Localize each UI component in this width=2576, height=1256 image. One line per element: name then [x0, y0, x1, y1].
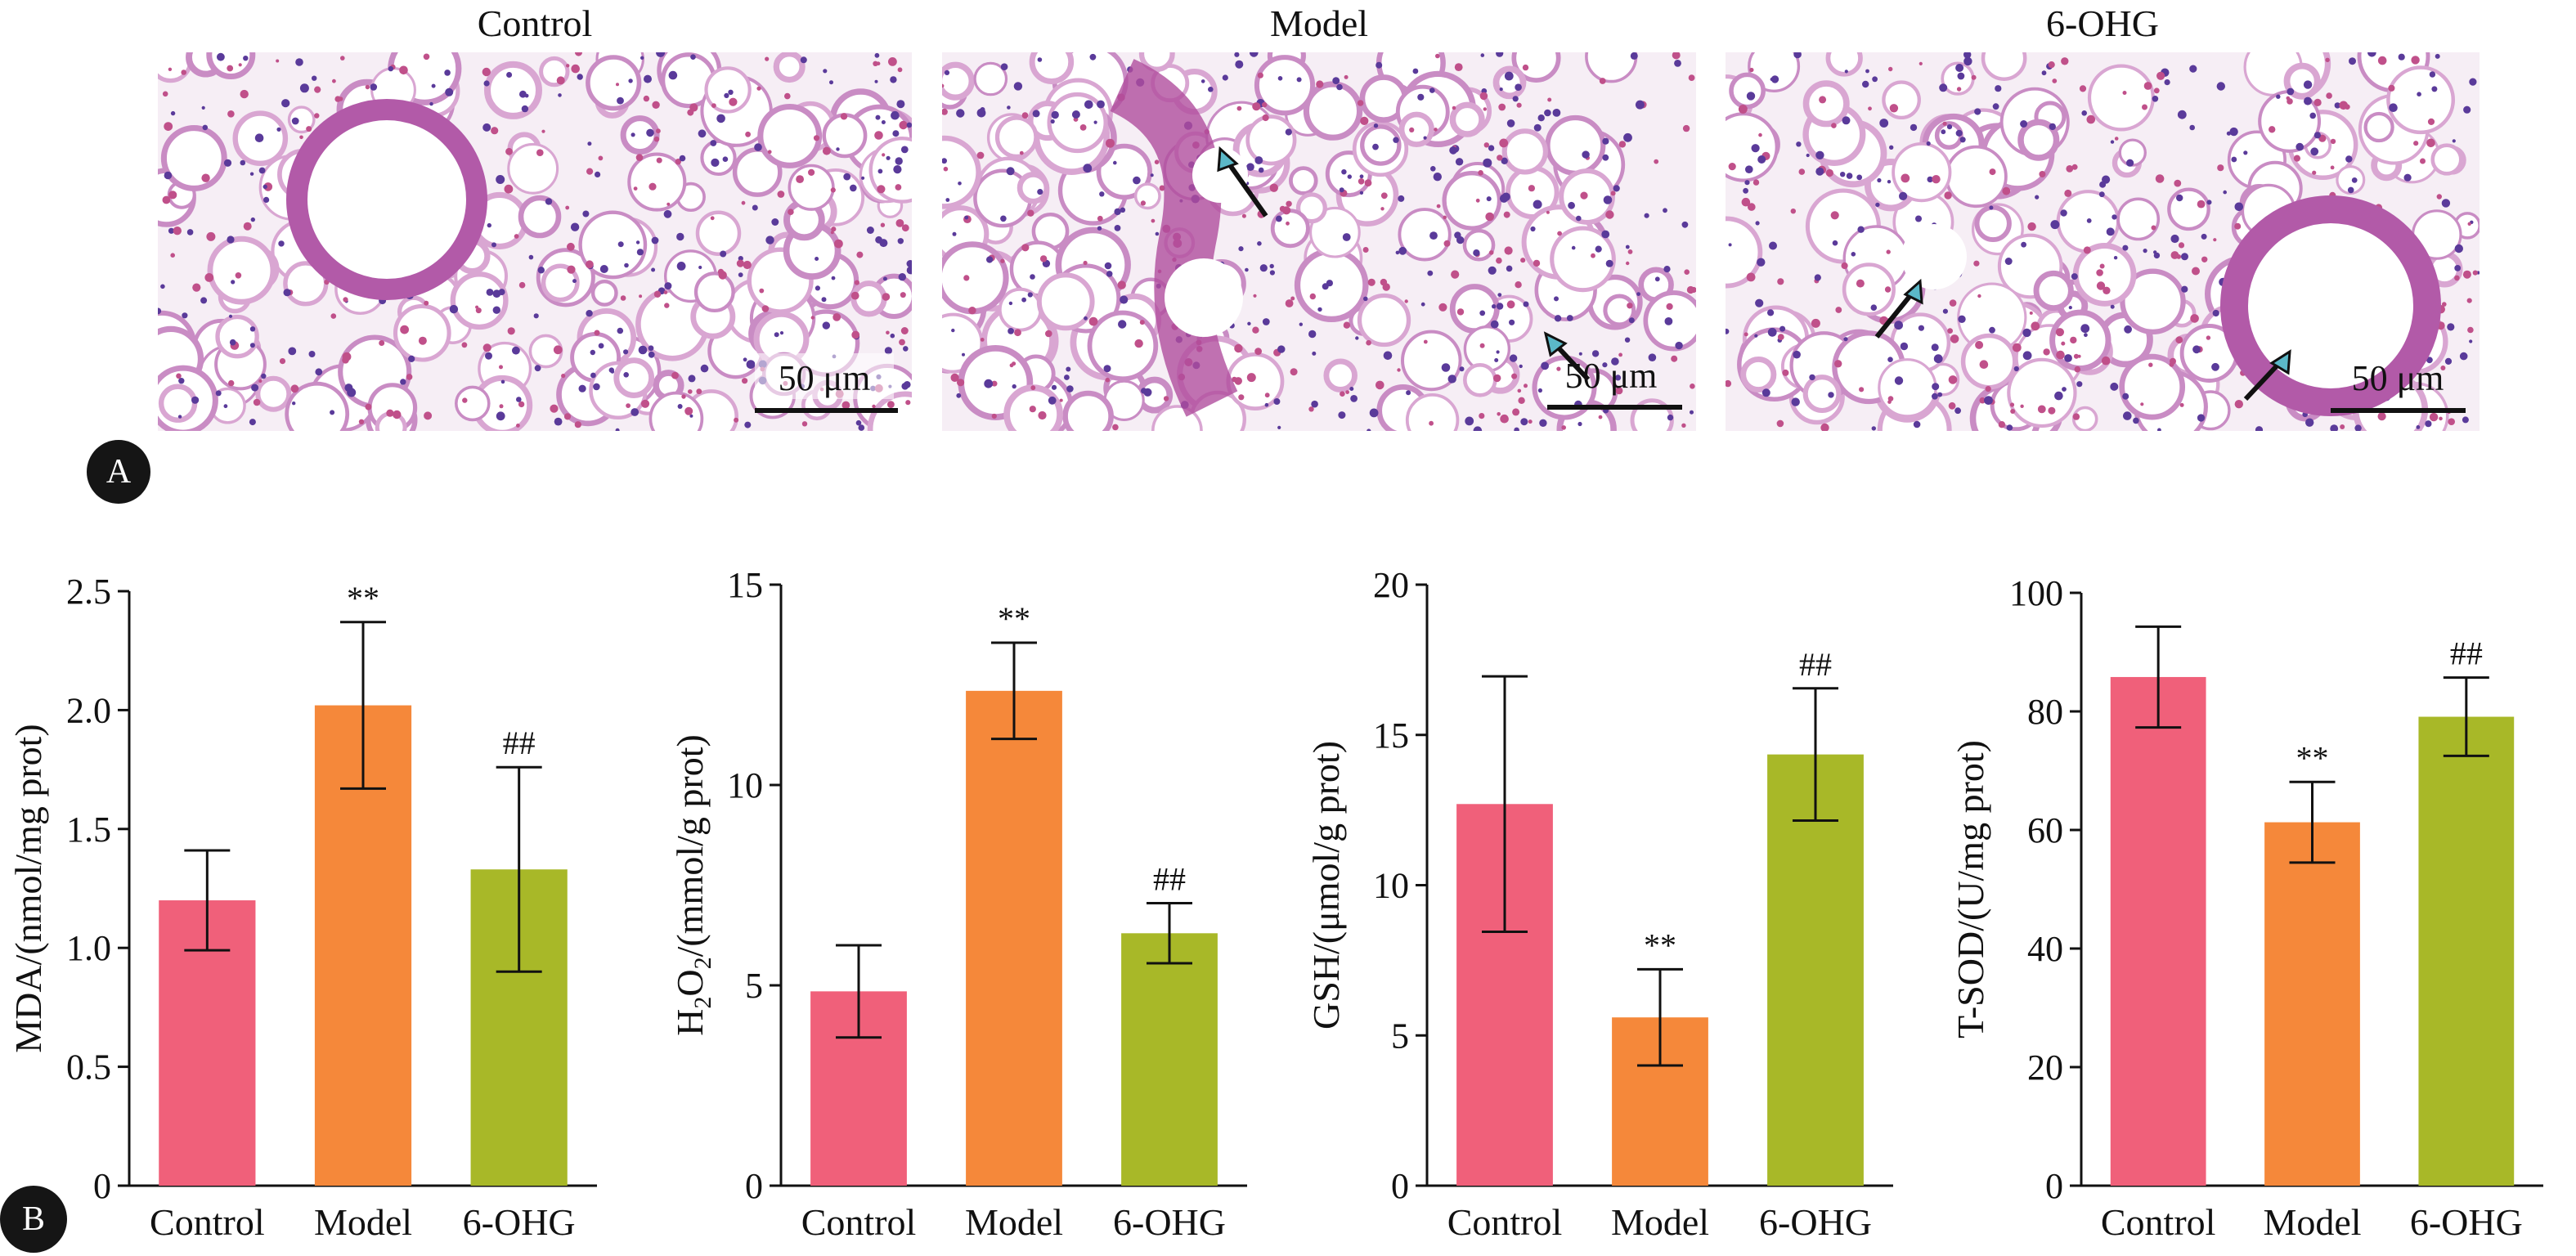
y-axis-label-subscript: 2 [689, 957, 716, 969]
image-title-6ohg: 6-OHG [2046, 2, 2159, 44]
y-tick-label: 15 [727, 565, 763, 605]
micrograph-model: 50 μm [942, 52, 1696, 431]
bar-model [2264, 822, 2360, 1186]
y-tick-label: 20 [1373, 565, 1409, 605]
significance-label: ** [347, 580, 379, 617]
panel-letter-a: A [87, 440, 150, 504]
y-axis-label: H2O2/(mmol/g prot) [669, 734, 716, 1036]
bronchiole-lumen [286, 99, 487, 300]
chart-1: 0 0.5 1.0 1.5 2.0 2.5 MDA/(nmol/mg prot) Contro… [7, 572, 597, 1243]
y-tick-label: 0 [745, 1166, 763, 1206]
significance-label: ** [2296, 739, 2329, 776]
y-tick-label: 0 [93, 1166, 111, 1206]
image-title-model: Model [1269, 2, 1369, 44]
x-tick-label: 6-OHG [463, 1201, 576, 1243]
bronchiole-lumen [2220, 195, 2441, 416]
chart-4: 0 20 40 60 80 100 T-SOD/(U/mg prot) Control ** Mo… [1950, 573, 2543, 1243]
y-tick-label: 10 [727, 765, 763, 805]
y-tick-label: 10 [1373, 866, 1409, 906]
y-tick-label: 80 [2027, 692, 2063, 732]
y-axis-label: GSH/(μmol/g prot) [1305, 741, 1347, 1029]
bar-6-ohg [1121, 933, 1218, 1186]
bar-6-ohg [1767, 754, 1864, 1186]
y-tick-label: 100 [2009, 573, 2063, 613]
x-tick-label: Control [801, 1201, 917, 1243]
significance-label: ## [1153, 861, 1186, 898]
x-tick-label: Model [965, 1201, 1063, 1243]
image-title-control: Control [477, 2, 593, 44]
bar-control [2110, 676, 2206, 1186]
y-tick-label: 2.5 [66, 572, 111, 612]
y-axis-label: T-SOD/(U/mg prot) [1950, 740, 1991, 1038]
x-tick-label: 6-OHG [1759, 1201, 1872, 1243]
scale-bar-label: 50 μm [1565, 356, 1658, 396]
panel-letter-b: B [0, 1186, 67, 1253]
scale-bar-label: 50 μm [779, 358, 871, 398]
x-tick-label: 6-OHG [2410, 1201, 2523, 1243]
y-tick-label: 60 [2027, 810, 2063, 850]
significance-label: ## [1799, 646, 1832, 683]
x-tick-label: Control [2101, 1201, 2216, 1243]
arrow-marker-1 [1222, 155, 1268, 218]
micrograph-6ohg: 50 μm [1726, 52, 2480, 431]
chart-3: 0 5 10 15 20 GSH/(μmol/g prot) Control ** Model #… [1305, 565, 1893, 1243]
x-tick-label: Model [314, 1201, 412, 1243]
y-axis-label-part: H [669, 1009, 711, 1036]
micrograph-model-texture: 50 μm [942, 52, 1696, 431]
y-tick-label: 5 [1391, 1016, 1409, 1056]
x-tick-label: Control [150, 1201, 265, 1243]
y-tick-label: 5 [745, 966, 763, 1006]
significance-label: ** [1644, 926, 1676, 963]
y-axis-label-part: O [669, 969, 711, 996]
y-axis-label-part: /(mmol/g prot) [669, 734, 711, 957]
y-tick-label: 2.0 [66, 690, 111, 730]
y-tick-label: 0 [2045, 1166, 2063, 1206]
x-tick-label: 6-OHG [1113, 1201, 1226, 1243]
scale-bar-label: 50 μm [2352, 358, 2444, 398]
x-tick-label: Model [2263, 1201, 2361, 1243]
y-tick-label: 15 [1373, 715, 1409, 756]
x-tick-label: Control [1447, 1201, 1563, 1243]
micrograph-control: 50 μm [158, 52, 912, 431]
bar-6-ohg [2418, 716, 2515, 1186]
micrograph-control-texture: 50 μm [158, 52, 912, 431]
bar-charts: 0 0.5 1.0 1.5 2.0 2.5 MDA/(nmol/mg prot) Contro… [7, 565, 2543, 1243]
y-axis-label-subscript: 2 [689, 997, 716, 1009]
x-tick-label: Model [1611, 1201, 1709, 1243]
y-axis-label: MDA/(nmol/mg prot) [7, 724, 49, 1052]
micrograph-6ohg-texture: 50 μm [1726, 52, 2480, 431]
y-tick-label: 20 [2027, 1047, 2063, 1088]
y-tick-label: 1.5 [66, 810, 111, 850]
significance-label: ## [503, 724, 536, 761]
significance-label: ** [998, 600, 1030, 637]
y-tick-label: 0.5 [66, 1047, 111, 1088]
y-tick-label: 40 [2027, 929, 2063, 969]
panel-a: Control Model 6-OHG 50 μm 50 μm [0, 0, 2576, 507]
y-tick-label: 1.0 [66, 928, 111, 968]
bar-model [966, 690, 1062, 1186]
y-tick-label: 0 [1391, 1166, 1409, 1206]
panel-b: 0 0.5 1.0 1.5 2.0 2.5 MDA/(nmol/mg prot) Contro… [0, 540, 2576, 1256]
significance-label: ## [2450, 635, 2483, 672]
